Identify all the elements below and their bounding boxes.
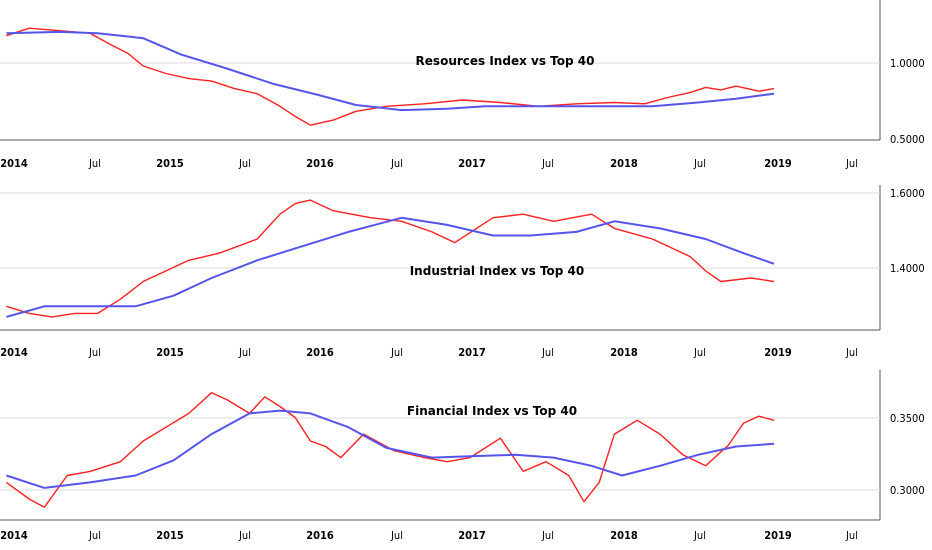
moving-average-line	[6, 216, 775, 318]
y-tick-label: 0.3000	[890, 484, 925, 497]
chart-title: Financial Index vs Top 40	[407, 404, 577, 418]
y-tick-label: 1.0000	[890, 57, 925, 70]
ratio-line	[6, 27, 775, 126]
x-tick-label: Jul	[693, 529, 706, 542]
x-tick-label: Jul	[238, 529, 251, 542]
x-tick-label: Jul	[693, 157, 706, 170]
x-tick-labels: 2014 Jul 2015 Jul 2016 Jul 2017 Jul 2018 Jul 2019 J…	[0, 346, 858, 359]
x-tick-label: Jul	[88, 346, 101, 359]
x-tick-label: 2016	[306, 529, 334, 542]
y-tick-label: 0.5000	[890, 133, 925, 146]
x-tick-label: 2014	[0, 346, 28, 359]
x-tick-label: Jul	[88, 157, 101, 170]
x-tick-label: 2016	[306, 346, 334, 359]
x-tick-label: 2014	[0, 157, 28, 170]
x-tick-label: 2019	[764, 346, 792, 359]
x-tick-label: 2017	[458, 529, 486, 542]
moving-average-line	[6, 409, 775, 489]
x-tick-label: 2018	[610, 346, 638, 359]
x-tick-label: Jul	[88, 529, 101, 542]
y-tick-label: 1.6000	[890, 187, 925, 200]
x-tick-label: Jul	[390, 529, 403, 542]
x-tick-label: Jul	[390, 157, 403, 170]
x-tick-label: Jul	[390, 346, 403, 359]
series-lines	[5, 392, 775, 508]
x-tick-label: Jul	[845, 157, 858, 170]
chart-panel-resources: 2014 Jul 2015 Jul 2016 Jul 2017 Jul 2018 Jul 2019 J…	[0, 0, 925, 170]
x-tick-label: 2018	[610, 529, 638, 542]
x-tick-label: Jul	[238, 157, 251, 170]
x-tick-label: 2015	[156, 346, 184, 359]
x-tick-labels: 2014 Jul 2015 Jul 2016 Jul 2017 Jul 2018 Jul 2019 J…	[0, 529, 858, 542]
x-tick-label: 2018	[610, 157, 638, 170]
x-tick-label: 2016	[306, 157, 334, 170]
series-lines	[6, 199, 775, 318]
x-tick-label: 2015	[156, 157, 184, 170]
x-tick-label: Jul	[238, 346, 251, 359]
chart-panel-financial: 2014 Jul 2015 Jul 2016 Jul 2017 Jul 2018 Jul 2019 J…	[0, 370, 925, 542]
chart-title: Industrial Index vs Top 40	[410, 264, 585, 278]
x-tick-label: Jul	[693, 346, 706, 359]
ratio-line	[6, 199, 775, 318]
chart-title: Resources Index vs Top 40	[416, 54, 595, 68]
series-lines	[6, 27, 775, 126]
y-tick-label: 0.3500	[890, 412, 925, 425]
x-tick-label: 2017	[458, 157, 486, 170]
x-tick-label: 2014	[0, 529, 28, 542]
x-tick-label: Jul	[541, 346, 554, 359]
x-tick-label: 2019	[764, 157, 792, 170]
x-tick-label: Jul	[845, 529, 858, 542]
x-tick-label: 2015	[156, 529, 184, 542]
y-tick-label: 1.4000	[890, 262, 925, 275]
x-tick-label: Jul	[845, 346, 858, 359]
x-tick-label: Jul	[541, 157, 554, 170]
x-tick-label: 2017	[458, 346, 486, 359]
chart-panel-industrial: 2014 Jul 2015 Jul 2016 Jul 2017 Jul 2018 Jul 2019 J…	[0, 185, 925, 359]
x-tick-label: 2019	[764, 529, 792, 542]
ratio-line	[5, 392, 775, 508]
x-tick-labels: 2014 Jul 2015 Jul 2016 Jul 2017 Jul 2018 Jul 2019 J…	[0, 157, 858, 170]
x-tick-label: Jul	[541, 529, 554, 542]
moving-average-line	[6, 30, 775, 112]
